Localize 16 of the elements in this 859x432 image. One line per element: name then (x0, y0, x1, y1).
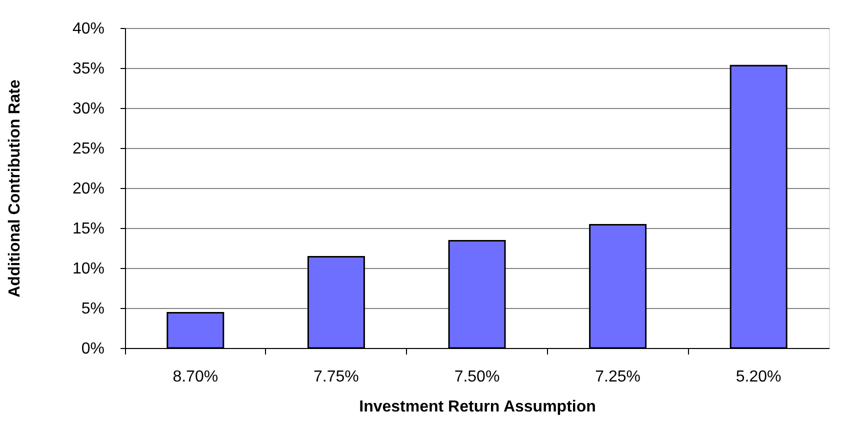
y-tick-label: 10% (72, 260, 104, 278)
x-tick-label: 8.70% (172, 368, 218, 386)
y-tick-label: 5% (81, 300, 104, 318)
y-tick-label: 25% (72, 140, 104, 158)
x-tick-label: 7.25% (595, 368, 640, 386)
y-tick-label: 20% (72, 180, 104, 198)
x-tick-label: 7.75% (314, 368, 359, 386)
y-tick-label: 30% (72, 100, 104, 118)
x-tick-label: 7.50% (454, 368, 500, 386)
x-tick-label: 5.20% (736, 368, 782, 386)
y-tick-label: 0% (81, 340, 104, 358)
y-axis-title: Additional Contribution Rate (6, 80, 24, 298)
y-tick-label: 40% (72, 20, 104, 38)
y-tick-label: 15% (72, 220, 104, 238)
y-tick-label: 35% (72, 60, 104, 78)
x-axis-title: Investment Return Assumption (359, 398, 596, 416)
